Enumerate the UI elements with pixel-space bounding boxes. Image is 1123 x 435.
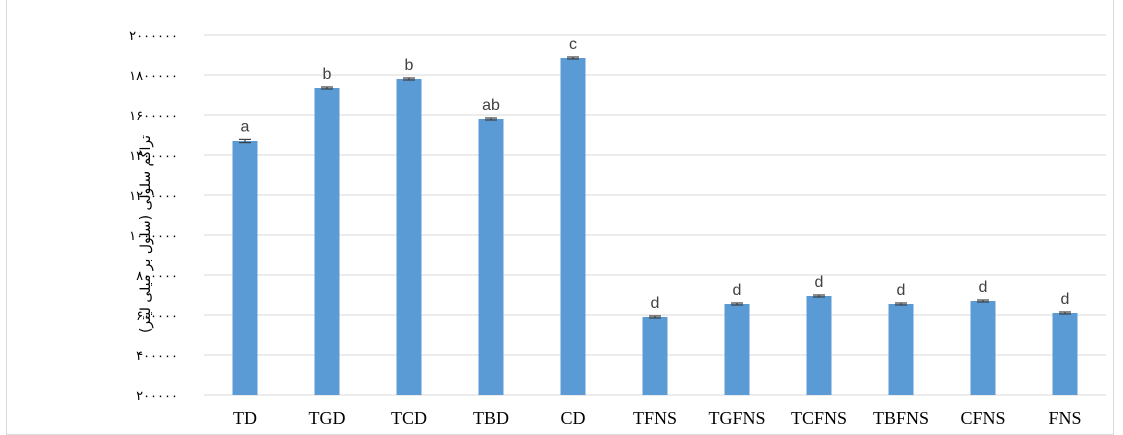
x-tick-label: TBFNS xyxy=(873,408,929,428)
data-label: d xyxy=(815,274,824,291)
data-label: b xyxy=(405,57,414,74)
x-axis-labels: TD TGD TCD TBD CD TFNS TGFNS TCFNS TBFNS CFNS FNS xyxy=(233,408,1082,428)
y-tick-label: ۱۸۰۰۰۰۰ xyxy=(129,69,178,84)
y-tick-label: ۶۰۰۰۰۰ xyxy=(136,309,178,324)
x-tick-label: TD xyxy=(233,408,257,428)
y-tick-label: ۲۰۰۰۰۰ xyxy=(136,389,178,404)
bars xyxy=(232,58,1078,395)
bar-tgfns xyxy=(724,304,750,395)
x-tick-label: TFNS xyxy=(633,408,677,428)
x-tick-label: CFNS xyxy=(960,408,1005,428)
data-label: d xyxy=(979,279,988,296)
y-tick-label: ۱۴۰۰۰۰۰ xyxy=(129,149,178,164)
bar-tbd xyxy=(478,119,504,395)
data-label: c xyxy=(569,36,577,53)
error-bars xyxy=(239,56,1071,319)
y-tick-label: ۸۰۰۰۰۰ xyxy=(136,269,178,284)
x-tick-label: CD xyxy=(560,408,585,428)
data-label: ab xyxy=(482,97,500,114)
data-label: b xyxy=(323,66,332,83)
bar-tgd xyxy=(314,88,340,395)
bar-tcd xyxy=(396,79,422,395)
y-tick-label: ۱۶۰۰۰۰۰ xyxy=(129,109,178,124)
y-tick-label: ۱۲۰۰۰۰۰ xyxy=(129,189,178,204)
x-tick-label: TCD xyxy=(391,408,427,428)
bar-cfns xyxy=(970,301,996,395)
bar-tbfns xyxy=(888,304,914,395)
bar-cd xyxy=(560,58,586,395)
x-tick-label: TGD xyxy=(309,408,346,428)
bar-td xyxy=(232,141,258,395)
x-tick-label: TBD xyxy=(473,408,509,428)
chart-frame xyxy=(6,0,1114,435)
x-tick-label: TCFNS xyxy=(791,408,847,428)
y-axis-label: تراکم سلولی (سلول بر میلی لیتر) xyxy=(138,135,154,333)
data-label: d xyxy=(651,295,660,312)
x-tick-label: FNS xyxy=(1048,408,1081,428)
bar-tfns xyxy=(642,317,668,395)
y-tick-label: ۲۰۰۰۰۰۰ xyxy=(129,29,178,44)
bar-fns xyxy=(1052,313,1078,395)
data-label: a xyxy=(241,118,250,135)
x-tick-label: TGFNS xyxy=(708,408,765,428)
y-tick-label: ۴۰۰۰۰۰ xyxy=(136,349,178,364)
y-tick-label: ۱۰۰۰۰۰۰ xyxy=(129,229,178,244)
bar-tcfns xyxy=(806,296,832,395)
data-label: d xyxy=(897,282,906,299)
data-label: d xyxy=(1061,291,1070,308)
y-axis-ticks: ۲۰۰۰۰۰ ۴۰۰۰۰۰ ۶۰۰۰۰۰ ۸۰۰۰۰۰ ۱۰۰۰۰۰۰ ۱۲۰۰۰۰۰ ۱۴… xyxy=(129,29,178,404)
data-label: d xyxy=(733,282,742,299)
